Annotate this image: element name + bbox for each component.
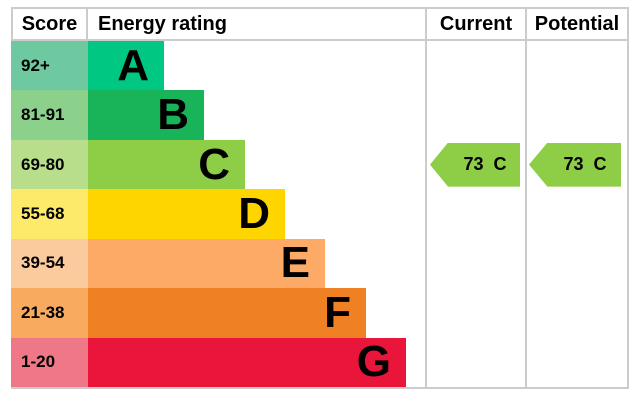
grid-line-right [627,41,629,387]
rating-letter: G [356,337,391,387]
band-row: 21-38 F [11,287,629,338]
current-rating-band: C [493,154,507,175]
band-row: 81-91 B [11,90,629,140]
score-range-cell: 69-80 [11,139,88,190]
rating-bar: B [88,90,204,140]
header-score: Score [11,9,88,39]
rating-letter: E [280,238,310,288]
potential-rating-value: 73 [563,154,584,175]
rating-letter: F [324,287,351,337]
score-range-cell: 39-54 [11,238,88,289]
current-rating-arrow: 73 C [430,142,520,187]
rating-bar: E [88,238,325,289]
band-row: 69-80 C [11,139,629,190]
epc-rows: 92+ A 81-91 B 69-80 C 55-68 D 39-54 [11,41,629,387]
header-potential: Potential [525,9,629,39]
rating-bar: A [88,40,164,91]
band-row: 39-54 E [11,238,629,289]
rating-letter: C [198,139,230,189]
rating-letter: B [157,90,189,140]
rating-letter: D [238,188,270,238]
grid-line-current [425,41,427,387]
band-row: 55-68 D [11,188,629,239]
grid-line-potential [525,41,527,387]
score-range-cell: 55-68 [11,189,88,239]
potential-rating-band: C [593,154,607,175]
bar-area: A [88,40,629,91]
bar-area: B [88,90,629,140]
current-rating-value: 73 [463,154,484,175]
rating-bar: G [88,337,406,387]
rating-letter: A [117,40,149,90]
header-row: Score Energy rating Current Potential [11,7,629,41]
score-range-cell: 1-20 [11,337,88,387]
epc-table: Score Energy rating Current Potential 92… [11,7,629,389]
band-row: 92+ A [11,40,629,91]
bar-area: C [88,139,629,190]
rating-bar: C [88,139,245,190]
bar-area: E [88,238,629,289]
epc-body: 92+ A 81-91 B 69-80 C 55-68 D 39-54 [11,41,629,389]
band-row: 1-20 G [11,337,629,387]
rating-bar: D [88,188,285,239]
bar-area: F [88,287,629,338]
score-range-cell: 21-38 [11,288,88,338]
rating-bar: F [88,287,366,338]
bar-area: D [88,188,629,239]
bar-area: G [88,337,629,387]
header-current: Current [425,9,525,39]
score-range-cell: 92+ [11,41,88,91]
potential-rating-arrow: 73 C [529,142,621,187]
score-range-cell: 81-91 [11,90,88,140]
header-energy-rating: Energy rating [98,12,227,35]
